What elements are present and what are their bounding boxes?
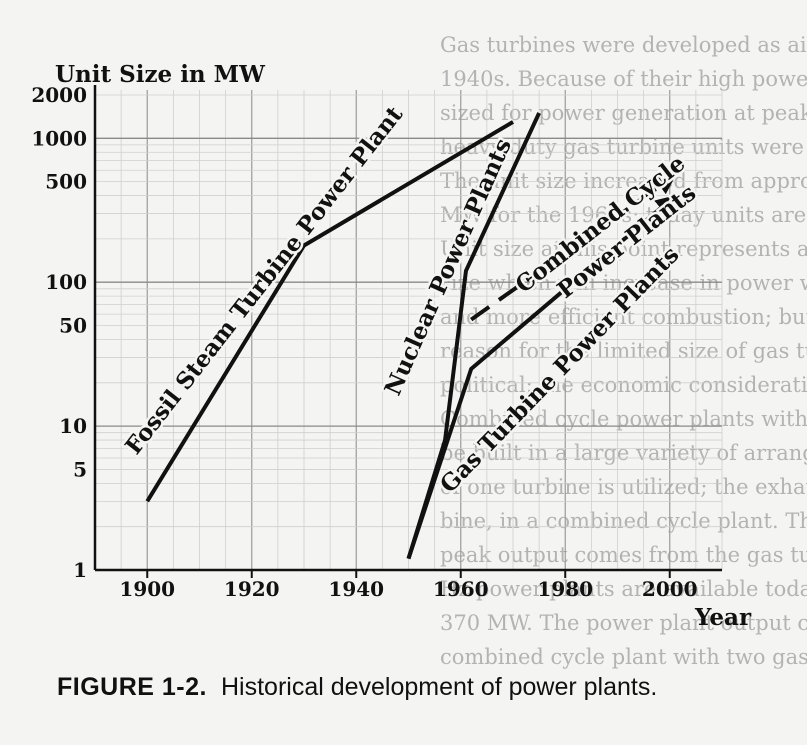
figure-caption-label: FIGURE 1-2.	[57, 673, 207, 701]
chart-series	[145, 112, 677, 560]
background-text-line: size which will increase in power with i…	[440, 271, 807, 295]
x-tick-label: 1900	[119, 577, 175, 601]
x-axis-label: Year	[694, 604, 752, 631]
background-text-line: The unit size increased from approximate…	[440, 169, 807, 193]
x-tick-label: 1920	[224, 577, 280, 601]
chart-grid	[94, 90, 723, 571]
background-text-line: combined cycle plant with two gas turbin…	[440, 645, 807, 669]
chart-axes	[93, 85, 722, 572]
chart-tick-labels: 1900 1920 1940 1960 1980 2000 1 5 10 50 100 500 1000…	[31, 83, 697, 601]
background-text-line: Hz power plants are available today with…	[440, 577, 807, 601]
y-tick-label: 500	[45, 170, 87, 194]
x-tick-label: 1980	[537, 577, 593, 601]
background-text-line: sized for power generation at peaking po…	[440, 101, 807, 125]
y-tick-label: 1	[73, 558, 87, 582]
background-text-line: Combined cycle power plants with gas and…	[440, 407, 807, 431]
y-tick-label: 2000	[31, 83, 87, 107]
series-line	[406, 195, 676, 560]
series-line	[470, 174, 677, 322]
background-text-line: Gas turbines were developed as aircraft …	[440, 33, 807, 57]
y-tick-label: 1000	[31, 126, 87, 150]
background-text-line: heavy-duty gas turbine units were used f…	[440, 135, 807, 159]
background-text-line: peak output comes from the gas turbine i…	[440, 543, 807, 567]
series-label: Nuclear Power Plants	[379, 134, 517, 399]
background-text-line: be built in a large variety of arrangeme…	[440, 441, 807, 465]
figure-caption: FIGURE 1-2. Historical development of pow…	[57, 673, 657, 702]
y-tick-label: 10	[59, 414, 87, 438]
y-tick-label: 5	[73, 457, 87, 481]
background-text-line: 370 MW. The power plant output can be do…	[440, 611, 807, 635]
x-tick-label: 1960	[433, 577, 489, 601]
y-axis-label: Unit Size in MW	[55, 61, 266, 88]
background-text-line: 1940s. Because of their high power combi…	[440, 67, 807, 91]
background-text-line: of one turbine is utilized; the exhaust …	[440, 475, 807, 499]
figure-caption-text: Historical development of power plants.	[220, 673, 658, 701]
series-line	[145, 120, 515, 503]
background-text-line: political; the economic considerations.	[440, 373, 807, 397]
background-text-line: bine, in a combined cycle plant. The lar…	[440, 509, 807, 533]
series-label: Fossil Steam Turbine Power Plant	[120, 101, 409, 460]
y-tick-label: 100	[45, 270, 87, 294]
background-text-line: MW for the 1960s; today units are availa…	[440, 203, 807, 227]
x-tick-label: 2000	[642, 577, 698, 601]
y-tick-label: 50	[59, 314, 87, 338]
x-tick-label: 1940	[328, 577, 384, 601]
background-text-line: and more efficient combustion; but the g…	[440, 305, 807, 329]
